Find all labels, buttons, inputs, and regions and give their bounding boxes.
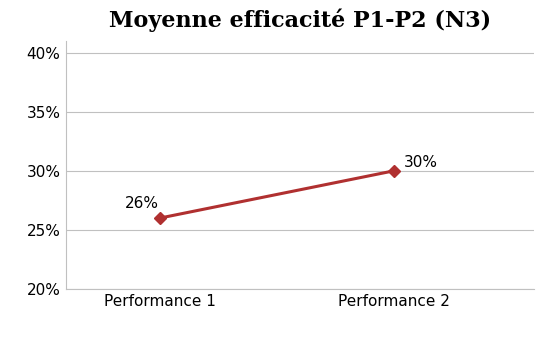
Title: Moyenne efficacité P1-P2 (N3): Moyenne efficacité P1-P2 (N3)	[109, 8, 491, 32]
Text: 30%: 30%	[403, 155, 437, 170]
Text: 26%: 26%	[125, 196, 159, 211]
